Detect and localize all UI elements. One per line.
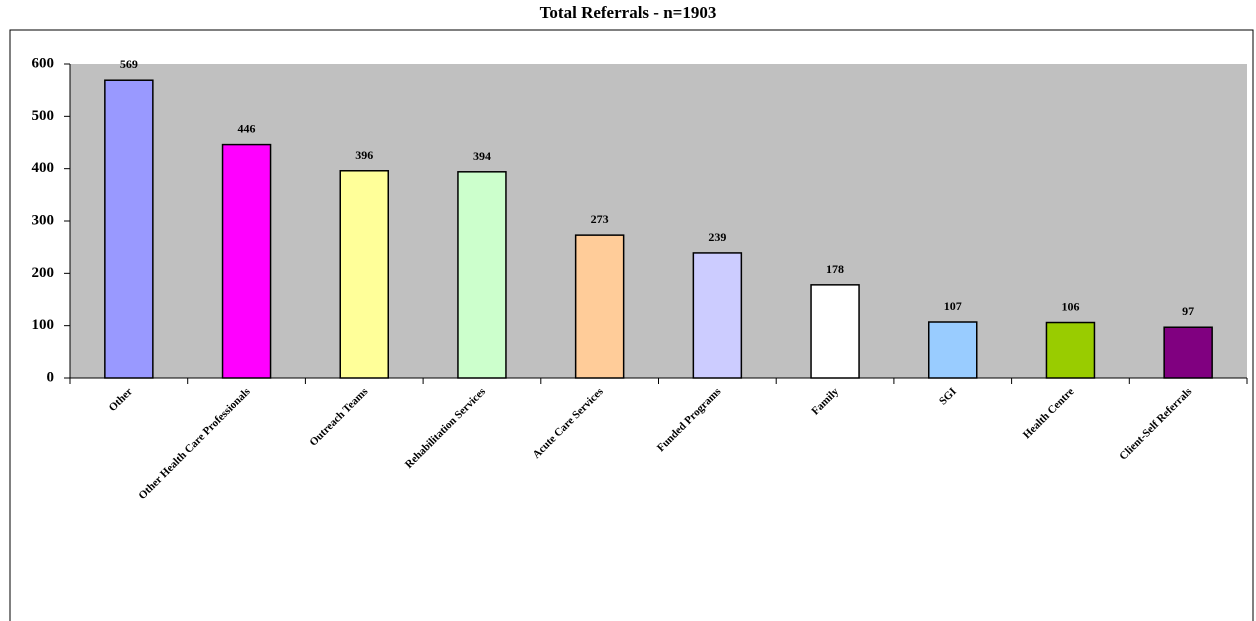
value-label: 394 xyxy=(473,149,491,163)
value-label: 446 xyxy=(238,122,256,136)
y-tick-label: 300 xyxy=(32,212,55,228)
bar xyxy=(104,79,154,379)
bar xyxy=(692,252,743,379)
y-tick-label: 0 xyxy=(47,369,55,385)
bar xyxy=(1045,321,1096,379)
value-label: 107 xyxy=(944,299,962,313)
bar xyxy=(928,321,978,379)
y-tick-label: 100 xyxy=(32,317,55,333)
y-tick-label: 200 xyxy=(32,265,55,281)
bar xyxy=(221,143,272,379)
bar xyxy=(339,170,389,379)
bar xyxy=(1163,326,1213,379)
bar xyxy=(457,171,507,379)
bar xyxy=(574,234,625,379)
value-label: 569 xyxy=(120,57,138,71)
value-label: 273 xyxy=(591,212,609,226)
value-label: 106 xyxy=(1061,300,1079,314)
y-tick-label: 400 xyxy=(32,160,55,176)
chart-title: Total Referrals - n=1903 xyxy=(540,3,717,22)
value-label: 178 xyxy=(826,262,844,276)
y-tick-label: 500 xyxy=(32,108,55,124)
bar xyxy=(810,284,860,379)
value-label: 97 xyxy=(1182,304,1194,318)
value-label: 396 xyxy=(355,148,373,162)
y-tick-label: 600 xyxy=(32,55,55,71)
value-label: 239 xyxy=(708,230,726,244)
